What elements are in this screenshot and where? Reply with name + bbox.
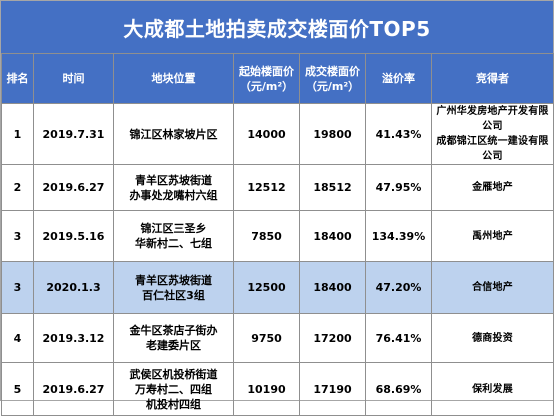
header-location: 地块位置 — [113, 53, 234, 104]
cell-deal-price: 18512 — [299, 164, 366, 211]
page-title: 大成都土地拍卖成交楼面价TOP5 — [1, 1, 553, 53]
table-row-highlighted: 3 2020.1.3 青羊区苏坡街道 百仁社区3组 12500 18400 47… — [1, 261, 554, 314]
cell-time: 2019.7.31 — [33, 103, 114, 165]
cell-deal-price: 18400 — [299, 261, 366, 314]
header-deal-price: 成交楼面价 （元/m²） — [299, 53, 366, 104]
cell-location: 青羊区苏坡街道 办事处龙嘴村六组 — [113, 164, 234, 211]
table-row: 4 2019.3.12 金牛区茶店子街办 老建委片区 9750 17200 76… — [1, 313, 554, 363]
cell-deal-price: 19800 — [299, 103, 366, 165]
cell-rank: 3 — [1, 261, 34, 314]
cell-rank: 2 — [1, 164, 34, 211]
cell-premium: 47.95% — [365, 164, 432, 211]
cell-premium: 76.41% — [365, 313, 432, 363]
cell-rank: 5 — [1, 362, 34, 416]
cell-time: 2019.6.27 — [33, 362, 114, 416]
cell-start-price: 12512 — [233, 164, 300, 211]
cell-start-price: 9750 — [233, 313, 300, 363]
header-bidder: 竞得者 — [431, 53, 554, 104]
cell-start-price: 10190 — [233, 362, 300, 416]
table-header-row: 排名 时间 地块位置 起始楼面价 （元/m²） 成交楼面价 （元/m²） 溢价率… — [1, 53, 554, 104]
cell-deal-price: 17190 — [299, 362, 366, 416]
header-time: 时间 — [33, 53, 114, 104]
cell-deal-price: 18400 — [299, 210, 366, 262]
cell-location: 锦江区三圣乡 华新村二、七组 — [113, 210, 234, 262]
cell-location: 武侯区机投桥街道 万寿村二、四组 机投村四组 — [113, 362, 234, 416]
cell-time: 2019.3.12 — [33, 313, 114, 363]
cell-rank: 3 — [1, 210, 34, 262]
cell-bidder: 德商投资 — [431, 313, 554, 363]
header-premium: 溢价率 — [365, 53, 432, 104]
cell-time: 2019.5.16 — [33, 210, 114, 262]
table-row: 1 2019.7.31 锦江区林家坡片区 14000 19800 41.43% … — [1, 103, 554, 165]
land-auction-table: 排名 时间 地块位置 起始楼面价 （元/m²） 成交楼面价 （元/m²） 溢价率… — [1, 53, 554, 416]
cell-premium: 41.43% — [365, 103, 432, 165]
table-row: 2 2019.6.27 青羊区苏坡街道 办事处龙嘴村六组 12512 18512… — [1, 164, 554, 211]
cell-start-price: 12500 — [233, 261, 300, 314]
cell-location: 金牛区茶店子街办 老建委片区 — [113, 313, 234, 363]
table-row: 5 2019.6.27 武侯区机投桥街道 万寿村二、四组 机投村四组 10190… — [1, 362, 554, 416]
cell-bidder: 广州华发房地产开发有限公司 成都锦江区统一建设有限公司 — [431, 103, 554, 165]
cell-location: 青羊区苏坡街道 百仁社区3组 — [113, 261, 234, 314]
cell-start-price: 7850 — [233, 210, 300, 262]
cell-premium: 68.69% — [365, 362, 432, 416]
cell-deal-price: 17200 — [299, 313, 366, 363]
cell-time: 2020.1.3 — [33, 261, 114, 314]
cell-bidder: 禹州地产 — [431, 210, 554, 262]
cell-rank: 1 — [1, 103, 34, 165]
cell-bidder: 金雁地产 — [431, 164, 554, 211]
header-start-price: 起始楼面价 （元/m²） — [233, 53, 300, 104]
cell-bidder: 保利发展 — [431, 362, 554, 416]
cell-bidder: 合信地产 — [431, 261, 554, 314]
cell-rank: 4 — [1, 313, 34, 363]
header-rank: 排名 — [1, 53, 34, 104]
cell-premium: 47.20% — [365, 261, 432, 314]
table-row: 3 2019.5.16 锦江区三圣乡 华新村二、七组 7850 18400 13… — [1, 210, 554, 262]
cell-location: 锦江区林家坡片区 — [113, 103, 234, 165]
cell-time: 2019.6.27 — [33, 164, 114, 211]
cell-premium: 134.39% — [365, 210, 432, 262]
cell-start-price: 14000 — [233, 103, 300, 165]
